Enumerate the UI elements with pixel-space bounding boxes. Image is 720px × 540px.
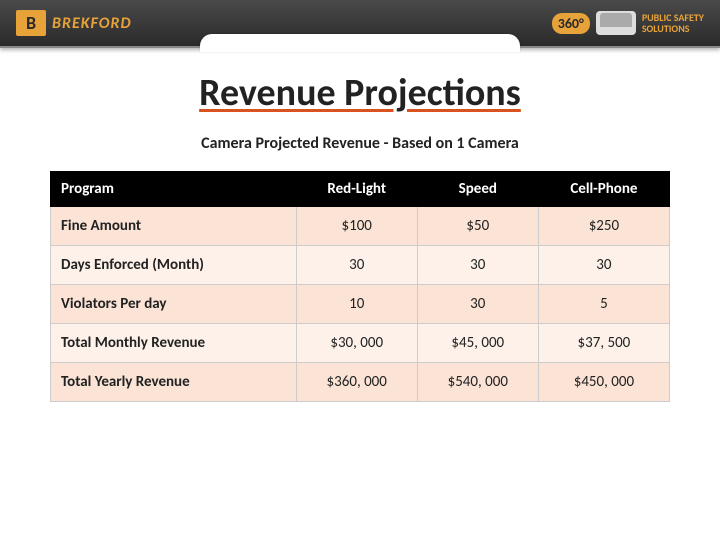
revenue-table: Program Red-Light Speed Cell-Phone Fine … [50,171,670,402]
safety-logo: 360° PUBLIC SAFETY SOLUTIONS [552,11,704,35]
table-row: Days Enforced (Month) 30 30 30 [51,246,670,285]
table-row: Total Monthly Revenue $30, 000 $45, 000 … [51,324,670,363]
table-row: Violators Per day 10 30 5 [51,285,670,324]
safety-text: PUBLIC SAFETY SOLUTIONS [642,12,704,34]
table-row: Fine Amount $100 $50 $250 [51,207,670,246]
cell: $540, 000 [417,363,538,402]
cell: 30 [417,246,538,285]
cell: $50 [417,207,538,246]
col-speed: Speed [417,172,538,207]
row-label: Violators Per day [51,285,297,324]
safety-line2: SOLUTIONS [642,23,704,34]
cell: $100 [296,207,417,246]
row-label: Total Monthly Revenue [51,324,297,363]
cell: $360, 000 [296,363,417,402]
cell: 30 [296,246,417,285]
revenue-table-container: Program Red-Light Speed Cell-Phone Fine … [50,171,670,402]
row-label: Total Yearly Revenue [51,363,297,402]
cell: $45, 000 [417,324,538,363]
row-label: Fine Amount [51,207,297,246]
row-label: Days Enforced (Month) [51,246,297,285]
cell: $30, 000 [296,324,417,363]
tab-curve-decoration [200,34,520,52]
col-cellphone: Cell-Phone [538,172,669,207]
col-redlight: Red-Light [296,172,417,207]
badge-360-icon: 360° [552,13,590,34]
cell: 30 [538,246,669,285]
cell: 10 [296,285,417,324]
brand-name: BREKFORD [52,14,132,33]
page-subtitle: Camera Projected Revenue - Based on 1 Ca… [0,134,720,153]
table-row: Total Yearly Revenue $360, 000 $540, 000… [51,363,670,402]
brand-logo-icon: B [16,10,46,36]
cell: $250 [538,207,669,246]
cell: 5 [538,285,669,324]
cell: $450, 000 [538,363,669,402]
cell: $37, 500 [538,324,669,363]
brand-logo: B BREKFORD [16,10,132,36]
police-car-icon [596,11,636,35]
table-header-row: Program Red-Light Speed Cell-Phone [51,172,670,207]
cell: 30 [417,285,538,324]
col-program: Program [51,172,297,207]
page-title: Revenue Projections [0,70,720,116]
